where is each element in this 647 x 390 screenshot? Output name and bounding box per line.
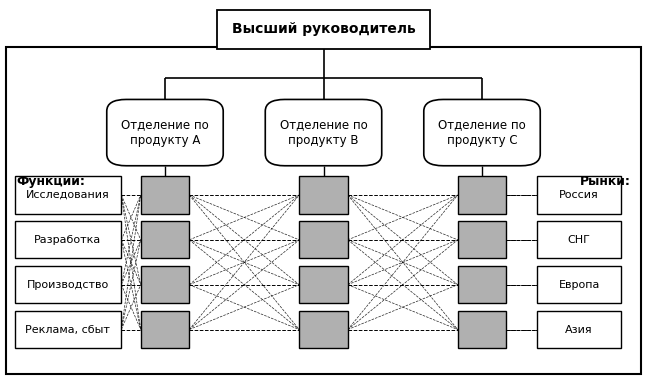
Bar bbox=[299, 176, 348, 214]
Text: Производство: Производство bbox=[27, 280, 109, 290]
Bar bbox=[14, 266, 122, 303]
FancyBboxPatch shape bbox=[107, 99, 223, 166]
Text: Европа: Европа bbox=[558, 280, 600, 290]
FancyBboxPatch shape bbox=[265, 99, 382, 166]
Bar bbox=[141, 311, 189, 348]
Text: Отделение по
продукту C: Отделение по продукту C bbox=[438, 119, 526, 147]
Bar bbox=[14, 222, 122, 258]
Bar bbox=[141, 222, 189, 258]
Bar bbox=[458, 266, 506, 303]
Bar bbox=[299, 222, 348, 258]
Bar bbox=[537, 176, 621, 214]
Bar bbox=[14, 176, 122, 214]
Text: СНГ: СНГ bbox=[567, 235, 591, 245]
Text: Отделение по
продукту B: Отделение по продукту B bbox=[280, 119, 367, 147]
Bar bbox=[458, 176, 506, 214]
Bar bbox=[458, 222, 506, 258]
Bar bbox=[14, 311, 122, 348]
Bar bbox=[537, 222, 621, 258]
Text: Рынки:: Рынки: bbox=[580, 175, 631, 188]
Bar bbox=[217, 10, 430, 49]
Bar bbox=[6, 47, 641, 374]
Bar bbox=[141, 266, 189, 303]
Bar bbox=[141, 176, 189, 214]
Text: Россия: Россия bbox=[559, 190, 599, 200]
Text: Азия: Азия bbox=[565, 324, 593, 335]
Text: Функции:: Функции: bbox=[16, 175, 85, 188]
Text: Реклама, сбыт: Реклама, сбыт bbox=[25, 324, 111, 335]
FancyBboxPatch shape bbox=[424, 99, 540, 166]
Bar bbox=[537, 311, 621, 348]
Text: Высший руководитель: Высший руководитель bbox=[232, 22, 415, 36]
Bar bbox=[299, 266, 348, 303]
Bar bbox=[299, 311, 348, 348]
Text: Исследования: Исследования bbox=[26, 190, 110, 200]
Bar bbox=[458, 311, 506, 348]
Text: Отделение по
продукту A: Отделение по продукту A bbox=[121, 119, 209, 147]
Text: Разработка: Разработка bbox=[34, 235, 102, 245]
Bar bbox=[537, 266, 621, 303]
